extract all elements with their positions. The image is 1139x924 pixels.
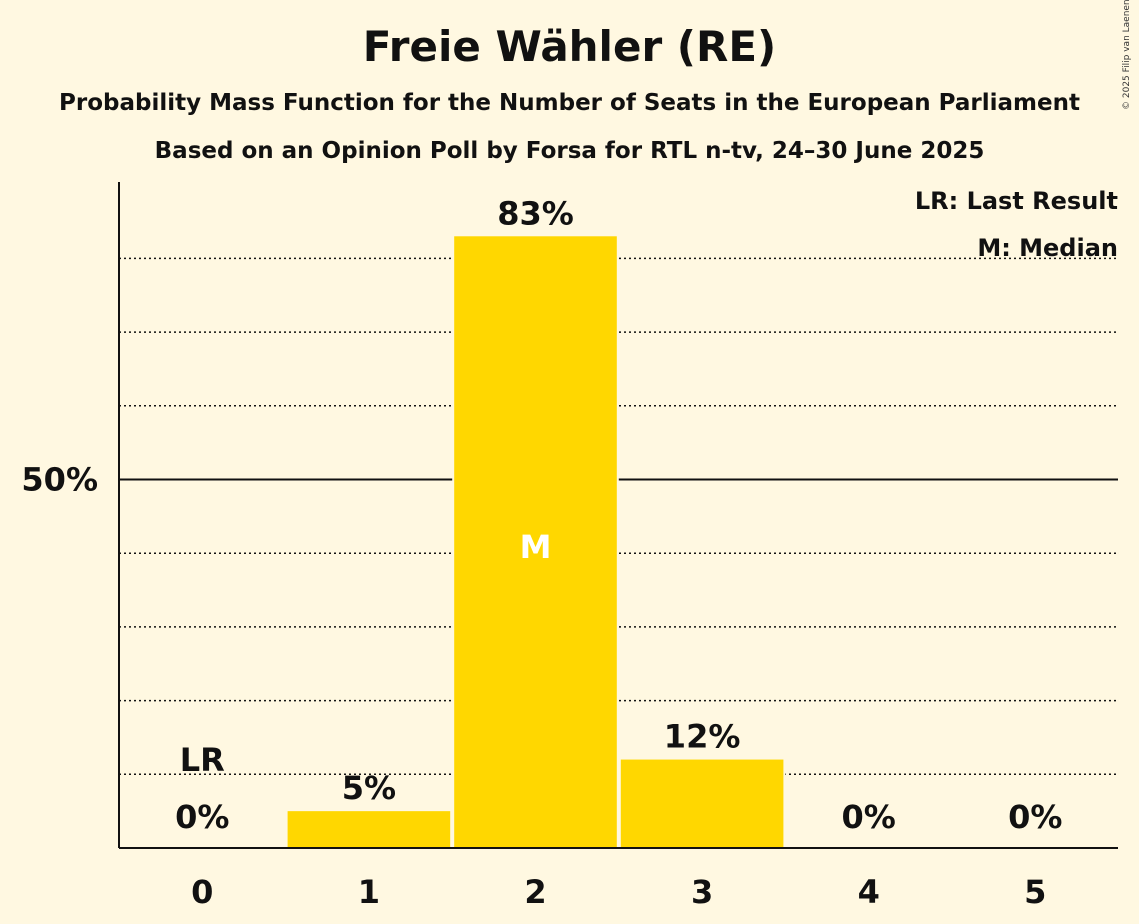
data-label: 83% bbox=[497, 194, 574, 232]
data-label: 0% bbox=[1008, 798, 1062, 836]
x-tick-label: 2 bbox=[524, 873, 546, 911]
y-tick-label: 50% bbox=[21, 461, 98, 499]
chart-source: Based on an Opinion Poll by Forsa for RT… bbox=[154, 138, 985, 164]
data-label: 5% bbox=[342, 769, 396, 807]
x-tick-label: 4 bbox=[858, 873, 880, 911]
x-tick-label: 1 bbox=[358, 873, 380, 911]
legend-last-result: LR: Last Result bbox=[915, 187, 1118, 215]
chart-subtitle: Probability Mass Function for the Number… bbox=[59, 90, 1080, 116]
median-marker: M bbox=[520, 528, 552, 566]
x-tick-label: 3 bbox=[691, 873, 713, 911]
legend-median: M: Median bbox=[977, 234, 1118, 262]
chart-title: Freie Wähler (RE) bbox=[362, 22, 777, 71]
bar-3 bbox=[620, 759, 784, 848]
data-label: 12% bbox=[664, 718, 741, 756]
data-label: 0% bbox=[175, 798, 229, 836]
last-result-marker: LR bbox=[180, 741, 225, 779]
bar-2 bbox=[454, 236, 617, 849]
x-tick-label: 5 bbox=[1024, 873, 1046, 911]
bar-1 bbox=[287, 811, 451, 848]
x-tick-label: 0 bbox=[191, 873, 213, 911]
data-label: 0% bbox=[842, 798, 896, 836]
